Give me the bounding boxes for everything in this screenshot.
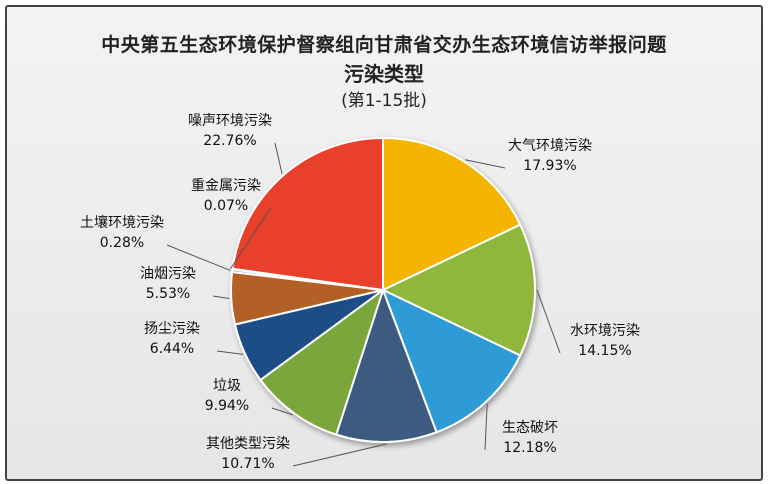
slice-value-label: 0.28% — [100, 235, 144, 251]
slice-name-label: 其他类型污染 — [206, 436, 290, 452]
slice-name-label: 重金属污染 — [191, 178, 261, 194]
slice-name-label: 噪声环境污染 — [188, 113, 272, 129]
chart-title: 中央第五生态环境保护督察组向甘肃省交办生态环境信访举报问题 — [101, 34, 667, 56]
slice-value-label: 9.94% — [205, 398, 249, 414]
leader-line — [212, 295, 230, 299]
leader-line — [465, 159, 506, 169]
leader-line — [166, 244, 231, 271]
leader-line — [274, 142, 283, 174]
slice-value-label: 0.07% — [204, 198, 248, 214]
slice-name-label: 水环境污染 — [570, 323, 640, 339]
chart-subtitle: 污染类型 — [344, 62, 424, 86]
leader-line — [292, 443, 387, 467]
leader-line — [216, 350, 244, 355]
slice-name-label: 垃圾 — [213, 378, 241, 394]
pie-slice — [231, 136, 384, 292]
leader-line — [271, 407, 294, 416]
slice-name-label: 生态破坏 — [502, 420, 558, 436]
pie-slice — [259, 287, 385, 436]
pie-slice — [382, 136, 522, 292]
pie-slice — [380, 223, 536, 357]
slice-name-label: 土壤环境污染 — [80, 214, 164, 231]
slice-name-label: 扬尘污染 — [144, 321, 200, 337]
slice-value-label: 12.18% — [503, 440, 556, 456]
pie-slice — [381, 288, 522, 434]
slice-value-label: 22.76% — [203, 133, 256, 149]
slice-name-label: 大气环境污染 — [508, 138, 592, 154]
chart-note: (第1-15批) — [341, 91, 427, 111]
slice-value-label: 5.53% — [146, 286, 190, 302]
slice-value-label: 14.15% — [578, 343, 631, 359]
slice-value-label: 6.44% — [150, 341, 194, 357]
pie-slice — [334, 286, 438, 443]
slice-value-label: 17.93% — [523, 158, 576, 174]
leader-line — [536, 289, 561, 354]
leader-line — [484, 403, 488, 451]
slice-name-label: 油烟污染 — [140, 266, 196, 282]
leader-line — [230, 207, 272, 270]
slice-value-label: 10.71% — [221, 456, 274, 472]
